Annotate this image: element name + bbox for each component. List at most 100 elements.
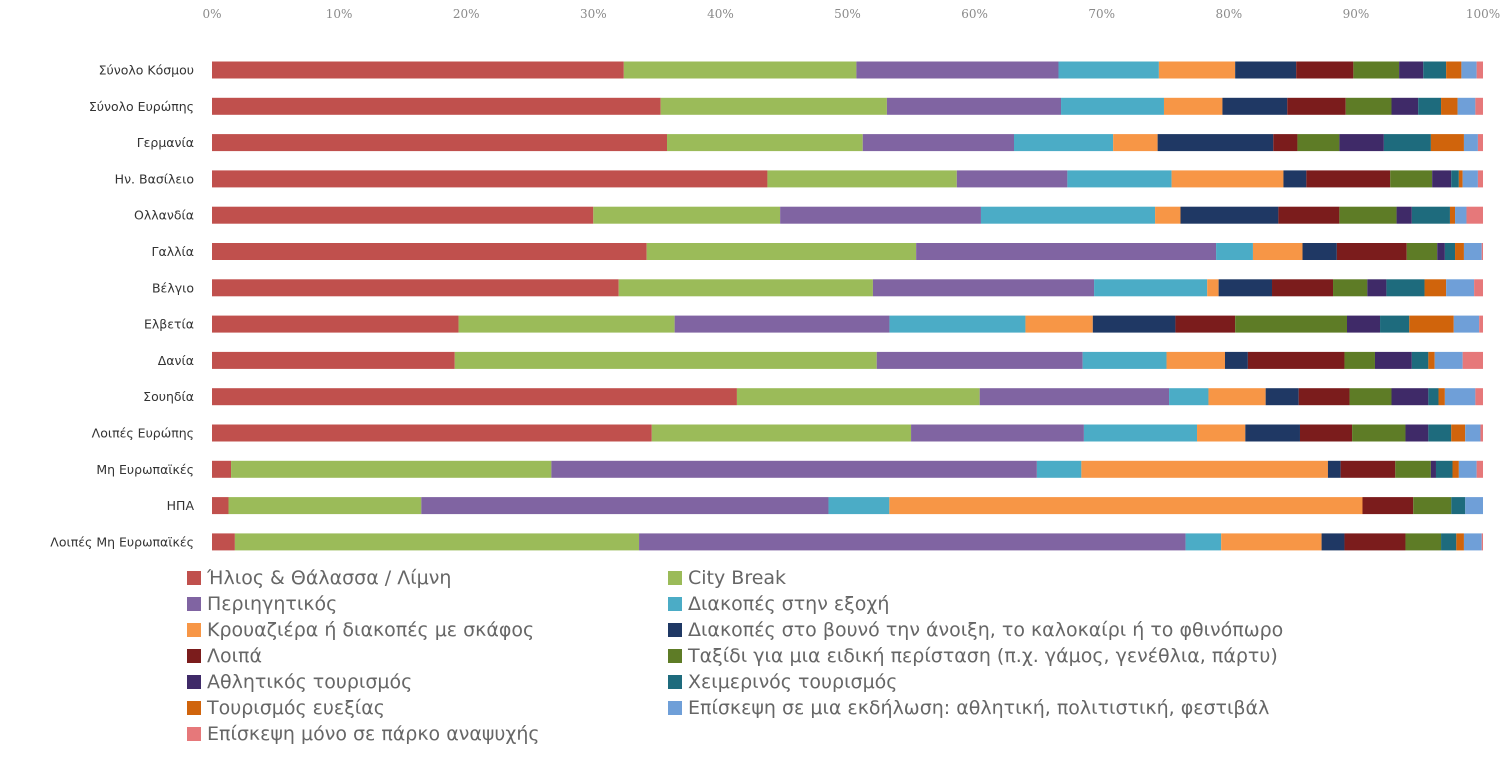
bar-segment <box>862 134 1015 152</box>
x-tick-label: 50% <box>834 7 861 21</box>
legend-label: Ήλιος & Θάλασσα / Λίμνη <box>206 567 451 589</box>
legend-swatch <box>668 701 682 715</box>
bar-segment <box>1296 61 1354 79</box>
bar-segment <box>1067 170 1172 188</box>
bar-segment <box>1158 61 1236 79</box>
x-tick-label: 60% <box>961 7 988 21</box>
bar-segment <box>1441 533 1457 551</box>
bar-segment <box>1451 424 1466 442</box>
category-label: Σύνολο Ευρώπης <box>89 99 194 114</box>
bar-segment <box>1463 243 1482 260</box>
bar-segment <box>212 388 737 406</box>
bar-segment <box>886 97 1062 115</box>
bar-segment <box>1428 351 1435 369</box>
bar-segment <box>1457 97 1476 115</box>
bar-segment <box>1265 388 1299 406</box>
legend-label: Αθλητικός τουρισμός <box>207 671 412 693</box>
bar-segment <box>1175 315 1236 333</box>
bar-segment <box>1461 61 1477 79</box>
bar-segment <box>458 315 675 333</box>
bar-segment <box>1345 97 1392 115</box>
bar-segment <box>1474 279 1483 297</box>
bar-segment <box>1405 533 1442 551</box>
category-label: ΗΠΑ <box>167 498 195 513</box>
bar-segment <box>1453 315 1480 333</box>
x-tick-label: 30% <box>580 7 607 21</box>
bar-segment <box>1446 61 1462 79</box>
bar-segment <box>1458 170 1463 188</box>
bar-segment <box>1362 497 1414 515</box>
bar-segment <box>1247 351 1345 369</box>
bar-segment <box>1298 388 1350 406</box>
bar-segment <box>660 97 887 115</box>
bar-segment <box>212 351 455 369</box>
bar-segment <box>1344 351 1375 369</box>
bar-segment <box>1441 97 1458 115</box>
bar-segment <box>1287 97 1346 115</box>
bar-segment <box>1235 61 1297 79</box>
bar-segment <box>1344 533 1406 551</box>
bar-segment <box>1475 388 1483 406</box>
category-label: Λοιπές Μη Ευρωπαϊκές <box>50 534 194 549</box>
bar-segment <box>1207 279 1219 297</box>
category-label: Σουηδία <box>143 389 194 404</box>
legend-swatch <box>187 597 201 611</box>
bar-segment <box>1391 388 1429 406</box>
bar-segment <box>212 61 624 79</box>
bar-segment <box>1437 243 1445 260</box>
bar-segment <box>1222 97 1288 115</box>
legend-swatch <box>668 623 682 637</box>
category-label: Λοιπές Ευρώπης <box>92 426 194 441</box>
bar-segment <box>1094 279 1208 297</box>
bar-segment <box>828 497 890 515</box>
bar-segment <box>1327 460 1341 478</box>
bar-segment <box>889 315 1026 333</box>
bar-segment <box>1347 315 1381 333</box>
bar-segment <box>212 243 647 260</box>
bar-segment <box>1451 170 1459 188</box>
bar-segment <box>1235 315 1348 333</box>
bar-segment <box>1197 424 1246 442</box>
bar-segment <box>212 97 661 115</box>
bar-segment <box>876 351 1083 369</box>
bar-segment <box>1476 460 1483 478</box>
category-label: Ολλανδία <box>134 208 194 223</box>
bar-segment <box>1455 206 1467 224</box>
bar-segment <box>1451 497 1466 515</box>
bar-segment <box>1336 243 1407 260</box>
bar-segment <box>1463 134 1478 152</box>
bar-segment <box>1333 279 1368 297</box>
bar-segment <box>1306 170 1391 188</box>
legend-swatch <box>668 675 682 689</box>
bar-segment <box>454 351 877 369</box>
bar-segment <box>212 497 229 515</box>
legend-label: Διακοπές στο βουνό την άνοιξη, το καλοκα… <box>688 619 1283 641</box>
category-label: Δανία <box>158 353 194 368</box>
bar-segment <box>1479 315 1483 333</box>
bar-segment <box>1272 279 1334 297</box>
bar-segment <box>1444 388 1476 406</box>
bar-segment <box>1273 134 1298 152</box>
bar-segment <box>1340 460 1396 478</box>
legend-label: Περιηγητικός <box>207 593 337 615</box>
bar-segment <box>234 533 640 551</box>
bar-segment <box>1299 424 1353 442</box>
category-labels: Σύνολο Κόσμου Σύνολο Ευρώπης Γερμανία Ην. Β… <box>50 63 194 550</box>
bar-segment <box>1092 315 1176 333</box>
bar-segment <box>623 61 857 79</box>
bar-segment <box>1283 170 1307 188</box>
legend-label: City Break <box>688 567 786 589</box>
bar-segment <box>667 134 863 152</box>
bar-segment <box>1409 315 1454 333</box>
bar-segment <box>1428 424 1452 442</box>
bar-segment <box>767 170 957 188</box>
bar-segment <box>212 315 459 333</box>
bar-segment <box>1252 243 1303 260</box>
legend-swatch <box>187 649 201 663</box>
bar-segment <box>1278 206 1340 224</box>
bar-segment <box>212 170 768 188</box>
bar-segment <box>1477 170 1483 188</box>
bar-segment <box>1476 61 1483 79</box>
bar-segment <box>1432 170 1452 188</box>
